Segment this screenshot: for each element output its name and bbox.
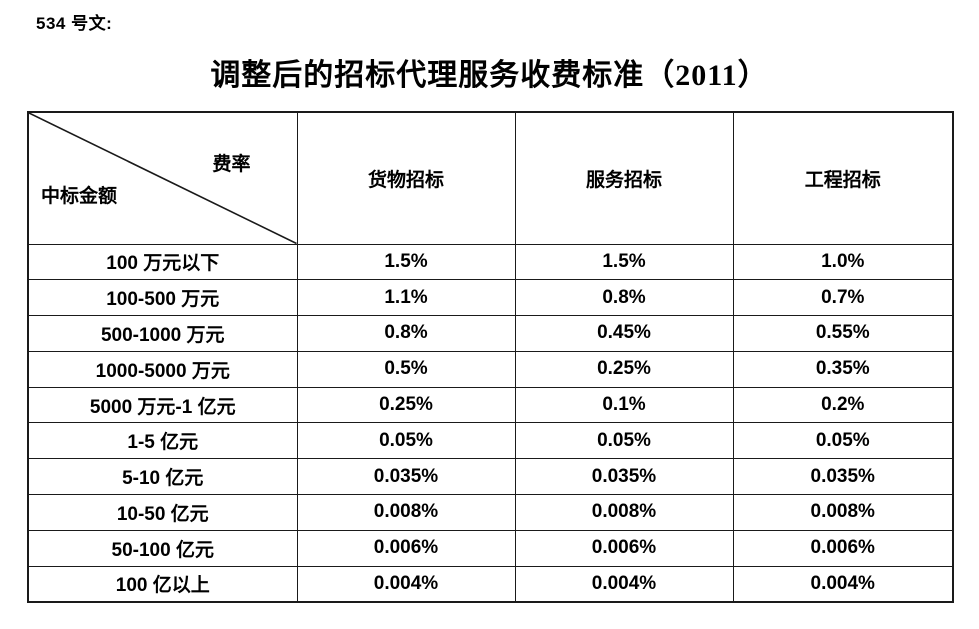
corner-label-bid-amount: 中标金额: [41, 186, 118, 207]
corner-header-cell: 费率 中标金额: [27, 111, 298, 245]
table-row: 5000 万元-1 亿元 0.25% 0.1% 0.2%: [27, 386, 954, 424]
rate-value-cell: 0.1%: [514, 386, 734, 424]
table-row: 10-50 亿元 0.008% 0.008% 0.008%: [27, 494, 954, 531]
rate-value-cell: 1.1%: [296, 279, 516, 317]
row-label-bid-amount-range: 100 亿以上: [27, 565, 298, 603]
column-header-goods-tender: 货物招标: [296, 111, 516, 245]
row-label-bid-amount-range: 5000 万元-1 亿元: [27, 386, 298, 424]
page-title: 调整后的招标代理服务收费标准（2011）: [210, 59, 769, 92]
row-label-bid-amount-range: 5-10 亿元: [27, 458, 298, 496]
rate-value-cell: 0.008%: [732, 494, 954, 531]
fee-rate-table: 费率 中标金额 货物招标 服务招标 工程招标 100 万元以下 1.5% 1.5% 1…: [27, 111, 954, 603]
rate-value-cell: 0.05%: [514, 422, 734, 460]
rate-value-cell: 0.8%: [514, 279, 734, 317]
rate-value-cell: 0.006%: [514, 529, 734, 567]
rate-value-cell: 0.5%: [296, 350, 516, 388]
column-header-service-tender: 服务招标: [514, 111, 734, 245]
corner-label-rate: 费率: [212, 154, 251, 175]
table-row: 100 亿以上 0.004% 0.004% 0.004%: [27, 565, 954, 603]
table-row: 50-100 亿元 0.006% 0.006% 0.006%: [27, 529, 954, 567]
rate-value-cell: 0.004%: [514, 565, 734, 603]
rate-value-cell: 0.004%: [732, 565, 954, 603]
rate-value-cell: 0.25%: [514, 350, 734, 388]
row-label-bid-amount-range: 100 万元以下: [27, 243, 298, 281]
row-label-bid-amount-range: 10-50 亿元: [27, 494, 298, 531]
rate-value-cell: 0.25%: [296, 386, 516, 424]
table-row: 100 万元以下 1.5% 1.5% 1.0%: [27, 243, 954, 281]
row-label-bid-amount-range: 50-100 亿元: [27, 529, 298, 567]
doc-number-label: 534 号文:: [36, 14, 113, 33]
rate-value-cell: 0.7%: [732, 279, 954, 317]
rate-value-cell: 0.035%: [514, 458, 734, 496]
table-row: 1000-5000 万元 0.5% 0.25% 0.35%: [27, 350, 954, 388]
row-label-bid-amount-range: 500-1000 万元: [27, 315, 298, 352]
row-label-bid-amount-range: 100-500 万元: [27, 279, 298, 317]
rate-value-cell: 0.05%: [296, 422, 516, 460]
table-row: 500-1000 万元 0.8% 0.45% 0.55%: [27, 315, 954, 352]
rate-value-cell: 0.006%: [296, 529, 516, 567]
rate-value-cell: 0.006%: [732, 529, 954, 567]
rate-value-cell: 0.2%: [732, 386, 954, 424]
rate-value-cell: 0.004%: [296, 565, 516, 603]
rate-value-cell: 0.8%: [296, 315, 516, 352]
rate-value-cell: 0.45%: [514, 315, 734, 352]
row-label-bid-amount-range: 1-5 亿元: [27, 422, 298, 460]
rate-value-cell: 1.5%: [296, 243, 516, 281]
rate-value-cell: 0.008%: [296, 494, 516, 531]
column-header-engineering-tender: 工程招标: [732, 111, 954, 245]
rate-value-cell: 1.5%: [514, 243, 734, 281]
rate-value-cell: 1.0%: [732, 243, 954, 281]
rate-value-cell: 0.035%: [296, 458, 516, 496]
rate-value-cell: 0.05%: [732, 422, 954, 460]
row-label-bid-amount-range: 1000-5000 万元: [27, 350, 298, 388]
rate-value-cell: 0.008%: [514, 494, 734, 531]
table-header-row: 费率 中标金额 货物招标 服务招标 工程招标: [27, 111, 954, 245]
rate-value-cell: 0.55%: [732, 315, 954, 352]
table-body: 100 万元以下 1.5% 1.5% 1.0% 100-500 万元 1.1% 0.8% 0.…: [27, 243, 954, 603]
diagonal-divider-line: [29, 113, 297, 244]
rate-value-cell: 0.035%: [732, 458, 954, 496]
table-row: 1-5 亿元 0.05% 0.05% 0.05%: [27, 422, 954, 460]
rate-value-cell: 0.35%: [732, 350, 954, 388]
table-row: 100-500 万元 1.1% 0.8% 0.7%: [27, 279, 954, 317]
table-row: 5-10 亿元 0.035% 0.035% 0.035%: [27, 458, 954, 496]
